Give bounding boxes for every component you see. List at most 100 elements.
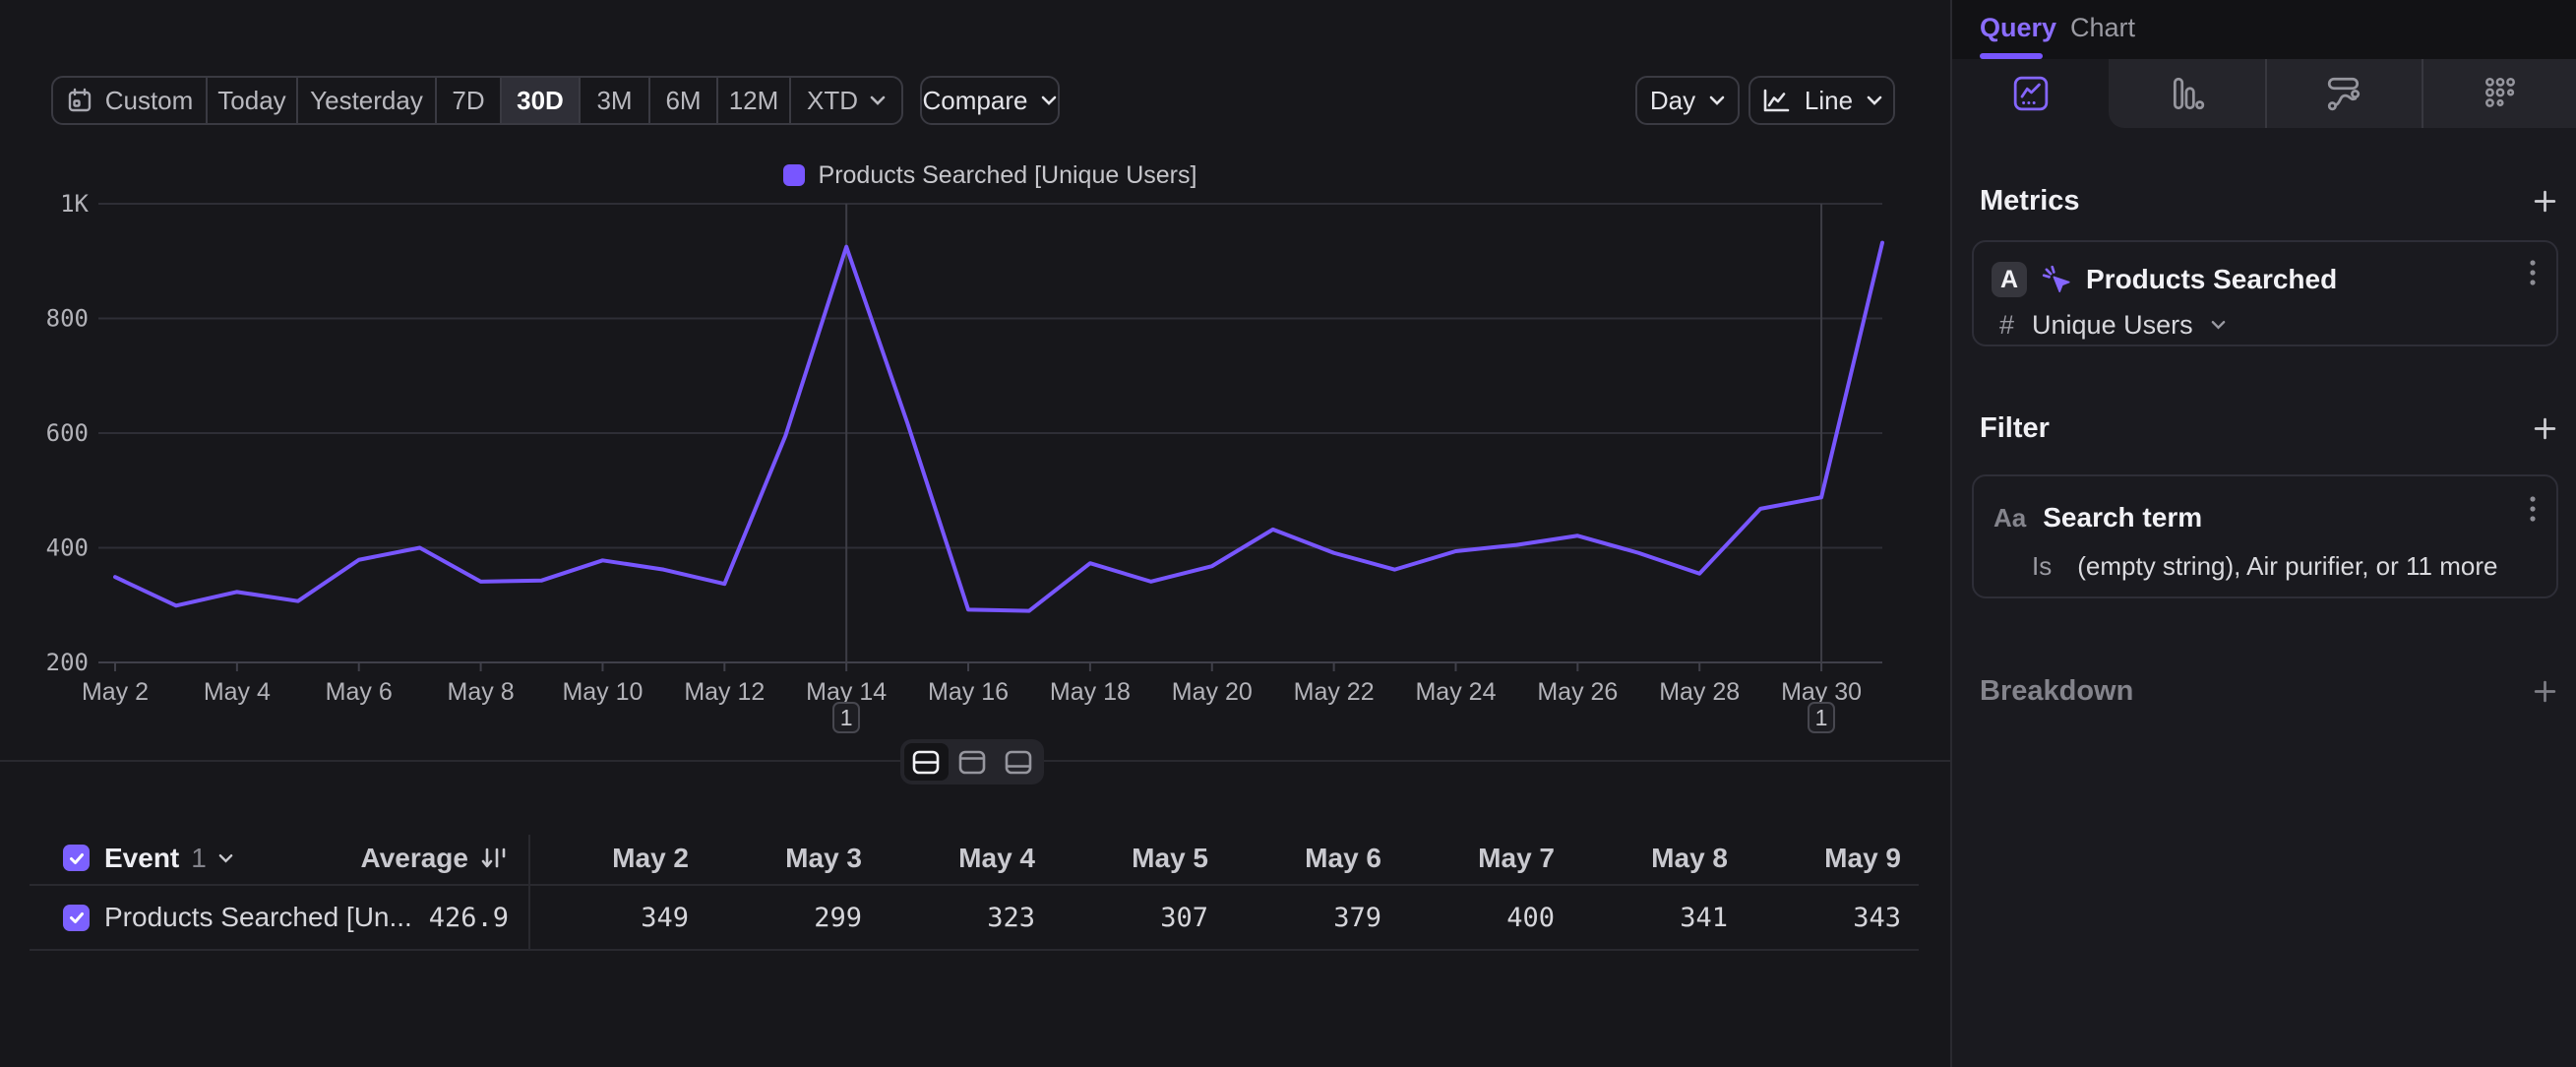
cell-value: 343 (1728, 903, 1901, 933)
range-yesterday[interactable]: Yesterday (298, 78, 437, 123)
chevron-down-icon (218, 853, 233, 863)
svg-text:600: 600 (46, 419, 89, 447)
add-breakdown-button[interactable] (2532, 678, 2558, 705)
column-header[interactable]: May 4 (862, 843, 1035, 874)
calendar-icon (66, 87, 93, 114)
range-3m[interactable]: 3M (581, 78, 650, 123)
table-bottom-separator (30, 949, 1919, 951)
funnels-icon (2169, 75, 2206, 112)
count-type-icon: # (1999, 310, 2014, 341)
column-header[interactable]: May 7 (1381, 843, 1555, 874)
range-30d[interactable]: 30D (502, 78, 581, 123)
chevron-down-icon (1867, 95, 1882, 105)
check-icon (68, 909, 86, 926)
metric-options-kebab-icon[interactable] (2529, 258, 2537, 287)
chart-type-dropdown[interactable]: Line (1748, 76, 1895, 125)
svg-text:May 24: May 24 (1415, 678, 1496, 706)
filter-options-kebab-icon[interactable] (2529, 494, 2537, 524)
svg-text:May 2: May 2 (82, 678, 149, 706)
granularity-dropdown[interactable]: Day (1635, 76, 1740, 125)
filter-card[interactable]: Aa Search term Is (empty string), Air pu… (1972, 474, 2558, 598)
cell-value: 307 (1035, 903, 1208, 933)
event-header[interactable]: Event 1 (104, 843, 233, 874)
tab-chart[interactable]: Chart (2070, 0, 2135, 55)
svg-text:May 18: May 18 (1050, 678, 1131, 706)
svg-text:May 16: May 16 (928, 678, 1009, 706)
annotation-badge[interactable]: 1 (1808, 702, 1835, 733)
string-property-icon: Aa (1993, 503, 2026, 534)
insights-icon (2012, 75, 2050, 112)
svg-text:May 4: May 4 (204, 678, 271, 706)
range-xtd[interactable]: XTD (791, 78, 901, 123)
tab-query[interactable]: Query (1980, 0, 2056, 55)
column-header[interactable]: May 5 (1035, 843, 1208, 874)
cell-value: 400 (1381, 903, 1555, 933)
split-panel-icon (912, 750, 940, 775)
range-12m[interactable]: 12M (718, 78, 791, 123)
table-row[interactable]: Products Searched [Un... 426.9 349 299 3… (0, 886, 1950, 949)
sort-descending-icon (480, 846, 510, 871)
svg-text:May 26: May 26 (1537, 678, 1618, 706)
view-chart-and-table-button[interactable] (904, 743, 949, 781)
view-toggle (900, 739, 1044, 785)
filter-card-main-row: Aa Search term (1974, 476, 2556, 541)
query-sidebar: Query Chart (1950, 0, 2576, 1067)
svg-text:May 28: May 28 (1659, 678, 1740, 706)
svg-text:400: 400 (46, 534, 89, 562)
filter-operator: Is (2032, 551, 2052, 582)
average-header[interactable]: Average (295, 843, 510, 874)
svg-text:1K: 1K (60, 190, 89, 218)
filter-value: (empty string), Air purifier, or 11 more (2077, 551, 2497, 582)
filter-property-name: Search term (2043, 502, 2202, 534)
tab-funnels[interactable] (2109, 59, 2265, 128)
tab-retention[interactable] (2422, 59, 2576, 128)
sidebar-topbar: Query Chart (1952, 0, 2576, 59)
cell-value: 341 (1555, 903, 1728, 933)
svg-text:May 22: May 22 (1294, 678, 1375, 706)
cell-value: 323 (862, 903, 1035, 933)
svg-text:May 6: May 6 (326, 678, 393, 706)
metrics-section-heading: Metrics (1952, 183, 2576, 219)
svg-text:200: 200 (46, 649, 89, 676)
row-checkbox[interactable] (63, 905, 90, 931)
line-chart[interactable]: 1K800600400200May 2May 4May 6May 8May 10… (0, 148, 1948, 758)
column-header[interactable]: May 9 (1728, 843, 1901, 874)
range-6m[interactable]: 6M (650, 78, 718, 123)
cell-value: 299 (689, 903, 862, 933)
metric-card[interactable]: A Products Searched # Unique Users (1972, 240, 2558, 346)
column-header[interactable]: May 2 (516, 843, 689, 874)
add-metric-button[interactable] (2532, 188, 2558, 215)
chevron-down-icon (2211, 320, 2226, 330)
cell-value: 379 (1208, 903, 1381, 933)
flows-icon (2325, 75, 2362, 112)
range-custom[interactable]: Custom (53, 78, 208, 123)
select-all-checkbox[interactable] (63, 845, 90, 871)
metric-name: Products Searched (2086, 264, 2337, 295)
add-filter-button[interactable] (2532, 415, 2558, 442)
range-7d[interactable]: 7D (437, 78, 502, 123)
compare-button[interactable]: Compare (920, 76, 1060, 125)
metric-aggregation-row[interactable]: # Unique Users (1974, 303, 2556, 346)
annotation-badge[interactable]: 1 (832, 702, 860, 733)
top-panel-icon (958, 750, 986, 775)
report-toolbar: Custom Today Yesterday 7D 30D 3M 6M 12M … (0, 76, 1950, 125)
column-header[interactable]: May 6 (1208, 843, 1381, 874)
line-chart-icon (1761, 88, 1791, 114)
retention-icon (2482, 75, 2519, 112)
range-today[interactable]: Today (208, 78, 298, 123)
main-report-area: Custom Today Yesterday 7D 30D 3M 6M 12M … (0, 0, 1950, 1067)
row-average-value: 426.9 (295, 903, 509, 933)
view-table-only-button[interactable] (996, 743, 1040, 781)
filter-condition-row[interactable]: Is (empty string), Air purifier, or 11 m… (1974, 541, 2556, 591)
column-header[interactable]: May 8 (1555, 843, 1728, 874)
tab-flows[interactable] (2265, 59, 2422, 128)
metric-card-main-row: A Products Searched (1974, 242, 2556, 303)
chevron-down-icon (1041, 95, 1057, 105)
view-chart-only-button[interactable] (951, 743, 995, 781)
column-header[interactable]: May 3 (689, 843, 862, 874)
svg-text:May 8: May 8 (448, 678, 515, 706)
cell-value: 349 (516, 903, 689, 933)
metric-letter-badge: A (1992, 262, 2027, 297)
tab-insights[interactable] (1952, 59, 2109, 128)
chevron-down-icon (870, 95, 886, 105)
